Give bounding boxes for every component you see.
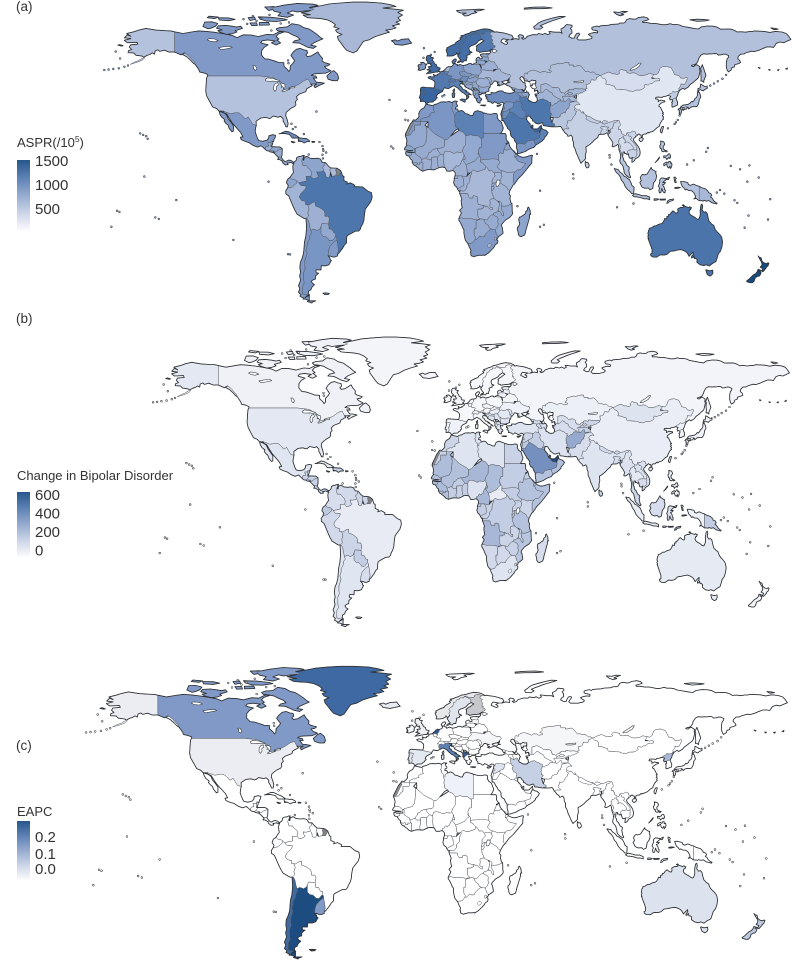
svg-text:0.2: 0.2 <box>35 829 56 846</box>
svg-text:500: 500 <box>35 201 60 218</box>
svg-text:0.1: 0.1 <box>35 846 56 863</box>
svg-text:200: 200 <box>35 524 60 541</box>
svg-text:400: 400 <box>35 506 60 523</box>
svg-text:(a): (a) <box>16 0 33 14</box>
svg-text:Change in Bipolar Disorder: Change in Bipolar Disorder <box>17 468 174 483</box>
svg-text:(c): (c) <box>16 738 32 753</box>
svg-text:1000: 1000 <box>35 177 68 194</box>
svg-text:0.0: 0.0 <box>35 861 56 878</box>
svg-text:EAPC: EAPC <box>17 804 52 819</box>
svg-text:(b): (b) <box>16 311 33 326</box>
svg-text:ASPR(/105): ASPR(/105) <box>17 134 84 150</box>
svg-text:600: 600 <box>35 487 60 504</box>
svg-text:1500: 1500 <box>35 153 68 170</box>
svg-text:0: 0 <box>35 543 43 560</box>
